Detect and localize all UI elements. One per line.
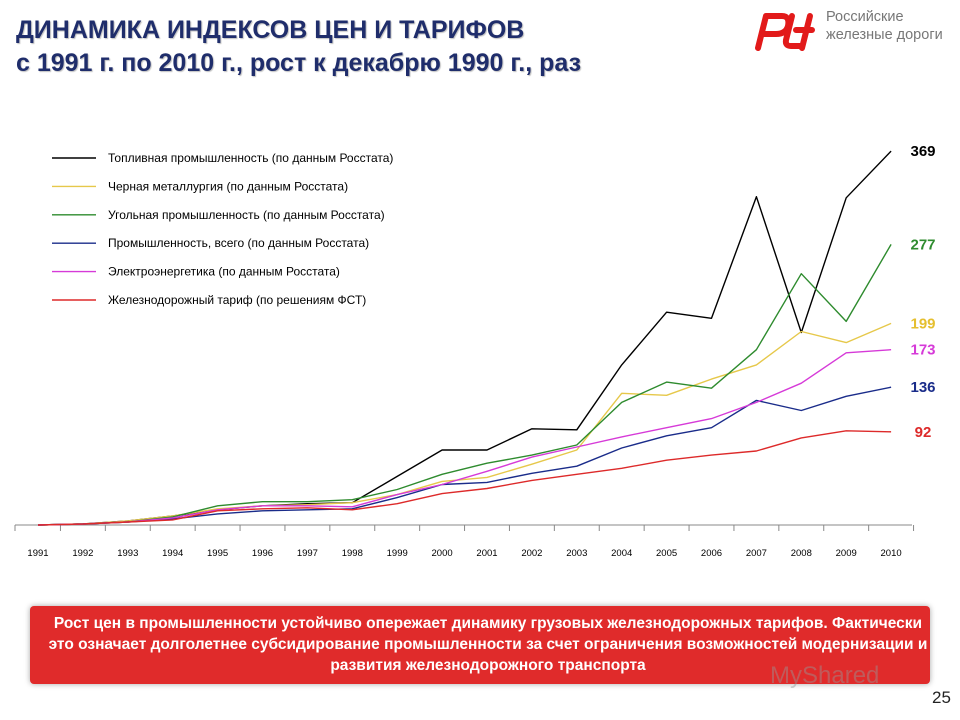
series-end-label: 369 [910, 143, 935, 160]
x-tick-label: 2008 [791, 548, 812, 559]
x-tick-label: 1991 [27, 548, 48, 559]
x-tick-label: 2005 [656, 548, 677, 559]
legend-label: Железнодорожный тариф (по решениям ФСТ) [108, 293, 366, 307]
series-end-label: 277 [910, 236, 935, 253]
series-end-label: 173 [910, 342, 935, 359]
page-title: ДИНАМИКА ИНДЕКСОВ ЦЕН И ТАРИФОВ с 1991 г… [16, 14, 736, 80]
callout-text: Рост цен в промышленности устойчиво опер… [48, 615, 928, 674]
page-number: 25 [932, 688, 951, 707]
x-tick-label: 2007 [746, 548, 767, 559]
rzd-logo [755, 13, 815, 51]
series-line [37, 430, 892, 526]
x-tick-label: 1999 [387, 548, 408, 559]
logo-line-1: Российские [826, 9, 904, 25]
series-line [37, 322, 892, 526]
series-end-label: 136 [910, 379, 935, 396]
title-line-1: ДИНАМИКА ИНДЕКСОВ ЦЕН И ТАРИФОВ [16, 16, 525, 44]
series-line [37, 349, 892, 526]
legend-label: Топливная промышленность (по данным Росс… [108, 151, 393, 165]
series-line [37, 386, 892, 526]
legend-label: Электроэнергетика (по данным Росстата) [108, 265, 340, 279]
x-tick-label: 2001 [476, 548, 497, 559]
x-tick-label: 2000 [432, 548, 453, 559]
x-tick-label: 2003 [566, 548, 587, 559]
x-tick-label: 1993 [117, 548, 138, 559]
x-tick-label: 1995 [207, 548, 228, 559]
x-tick-label: 2009 [836, 548, 857, 559]
x-tick-label: 2004 [611, 548, 632, 559]
legend-label: Угольная промышленность (по данным Росст… [108, 208, 385, 222]
x-tick-label: 2002 [521, 548, 542, 559]
callout-box [30, 606, 930, 684]
series-end-label: 92 [915, 424, 932, 441]
title-line-2: с 1991 г. по 2010 г., рост к декабрю 199… [16, 49, 582, 77]
x-tick-label: 1992 [72, 548, 93, 559]
x-tick-label: 1998 [342, 548, 363, 559]
x-tick-label: 1997 [297, 548, 318, 559]
x-tick-label: 2010 [881, 548, 902, 559]
series-line [37, 244, 892, 526]
watermark: MyShared [770, 662, 880, 689]
x-tick-label: 1994 [162, 548, 183, 559]
rzd-logo-mark-icon [755, 13, 815, 51]
legend-label: Промышленность, всего (по данным Росстат… [108, 236, 369, 250]
price-index-chart: 1991 1992 1993 1994 1995 1996 1997 1998 1999 2000… [14, 143, 936, 559]
legend-label: Черная металлургия (по данным Росстата) [108, 179, 348, 193]
series-end-label: 199 [910, 315, 935, 332]
logo-text: Российские железные дороги [826, 8, 943, 44]
logo-line-2: железные дороги [826, 27, 943, 43]
x-tick-label: 2006 [701, 548, 722, 559]
x-tick-label: 1996 [252, 548, 273, 559]
